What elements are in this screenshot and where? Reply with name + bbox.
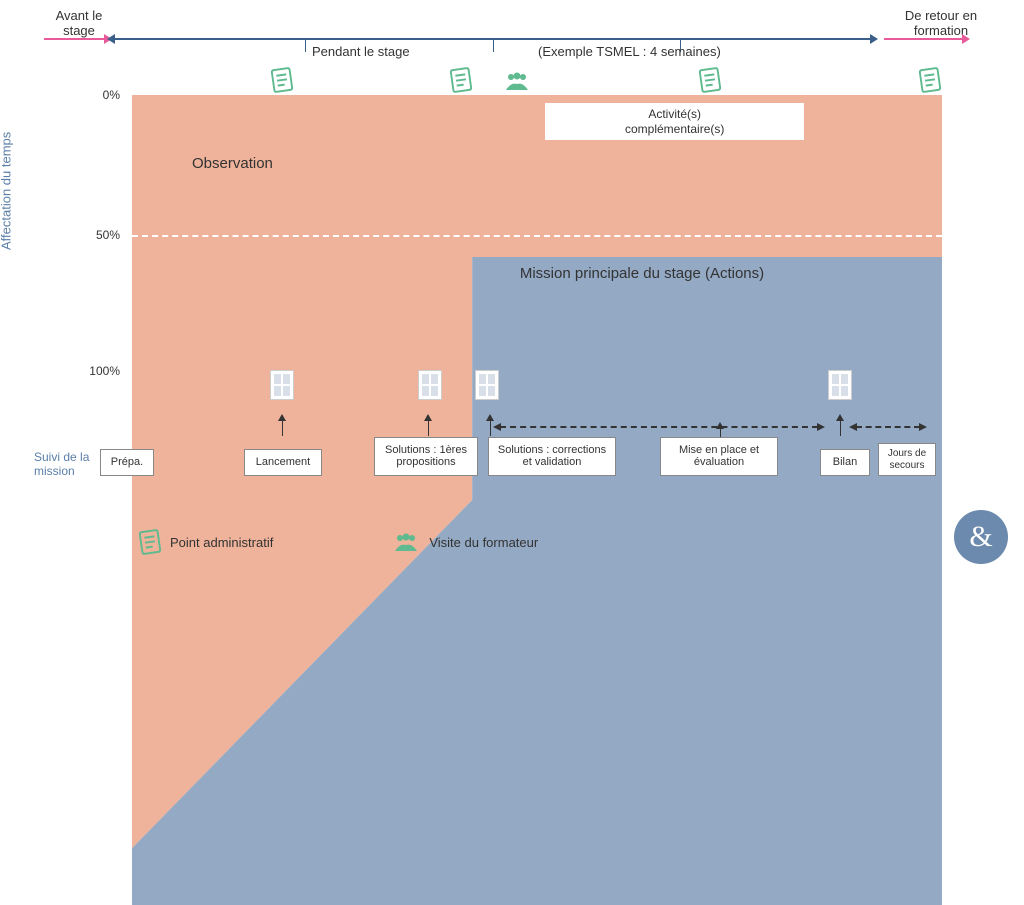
phase-during: Pendant le stage	[312, 44, 410, 59]
timeline-tick	[305, 38, 306, 52]
arrow-after	[884, 38, 964, 40]
ms-arrow	[282, 420, 283, 436]
ms-arrow	[428, 420, 429, 436]
doc-icon	[449, 67, 472, 94]
ms-bilan: Bilan	[820, 449, 870, 476]
phase-after: De retour en formation	[896, 8, 986, 38]
ms-arrow	[840, 420, 841, 436]
dashed-50-line	[132, 235, 942, 237]
milestones-track: Prépa. Lancement Solutions : 1ères propo…	[90, 400, 1004, 500]
ms-lancement: Lancement	[244, 449, 322, 476]
doc-icon	[138, 529, 161, 556]
ms-mise: Mise en place et évaluation	[660, 437, 778, 476]
diagram-root: Avant le stage De retour en formation Pe…	[0, 0, 1024, 576]
doc-icon	[270, 67, 293, 94]
ytick-100: 100%	[80, 364, 120, 378]
complementary-line1: Activité(s)	[551, 107, 798, 121]
arrow-during	[115, 38, 870, 40]
timeline-tick	[493, 38, 494, 52]
y-axis-label: Affectation du temps	[0, 132, 14, 250]
chart-svg	[132, 95, 942, 905]
ms-sol1: Solutions : 1ères propositions	[374, 437, 478, 476]
ms-secours: Jours de secours	[878, 443, 936, 476]
legend-visit: Visite du formateur	[393, 531, 538, 553]
flipchart-icon	[828, 370, 852, 400]
ms-prepa: Prépa.	[100, 449, 154, 476]
ms-sol2: Solutions : corrections et validation	[488, 437, 616, 476]
flipchart-icon	[418, 370, 442, 400]
ms-range-arrow	[500, 426, 818, 428]
legend: Point administratif Visite du formateur	[140, 530, 538, 554]
flipchart-icon	[475, 370, 499, 400]
group-icon	[393, 531, 419, 553]
logo-badge: &	[954, 510, 1008, 564]
arrow-before	[44, 38, 106, 40]
phase-example: (Exemple TSMEL : 4 semaines)	[538, 44, 721, 59]
legend-admin-label: Point administratif	[170, 535, 273, 550]
doc-icon	[918, 67, 941, 94]
legend-visit-label: Visite du formateur	[429, 535, 538, 550]
flipchart-icon	[270, 370, 294, 400]
legend-admin: Point administratif	[140, 530, 273, 554]
complementary-line2: complémentaire(s)	[551, 122, 798, 136]
ms-arrow	[490, 420, 491, 436]
mission-label: Mission principale du stage (Actions)	[482, 265, 802, 282]
ytick-0: 0%	[80, 88, 120, 102]
ms-range-arrow	[856, 426, 920, 428]
complementary-box: Activité(s) complémentaire(s)	[545, 103, 804, 140]
doc-icon	[698, 67, 721, 94]
group-icon	[504, 70, 530, 92]
track-label: Suivi de la mission	[34, 450, 94, 479]
observation-label: Observation	[192, 155, 273, 172]
ytick-50: 50%	[80, 228, 120, 242]
chart-area: Observation Mission principale du stage …	[132, 95, 942, 375]
